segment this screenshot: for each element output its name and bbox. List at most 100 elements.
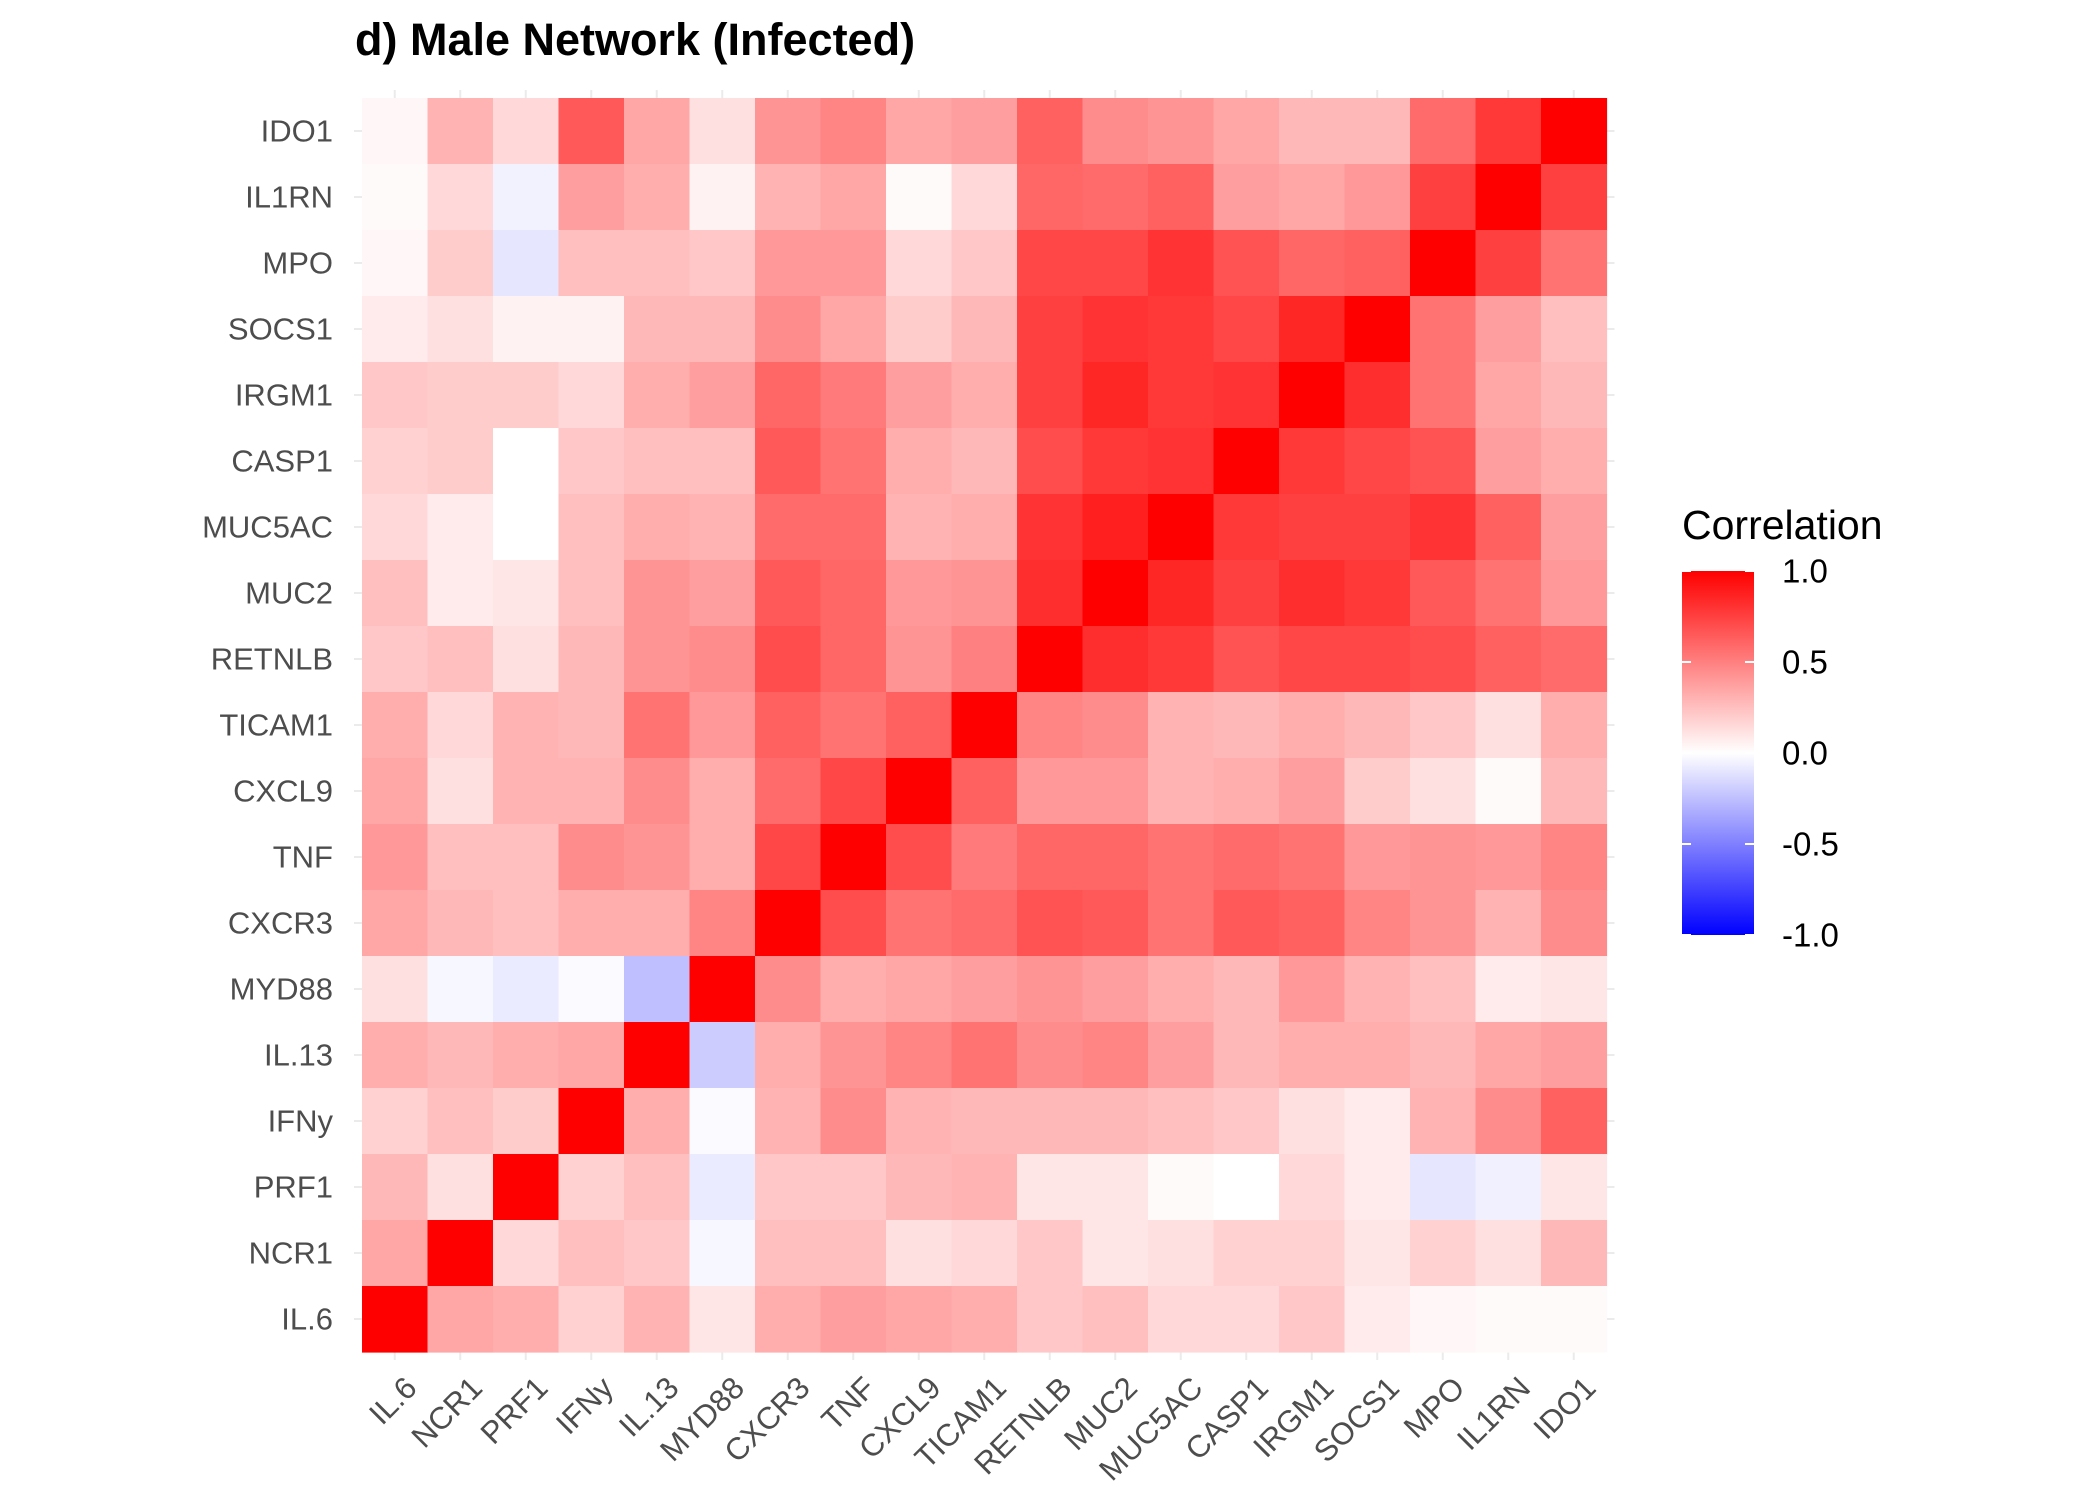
heatmap-cell [689,824,756,891]
heatmap-cell [1475,1154,1542,1221]
heatmap-cell [558,692,625,759]
heatmap-cell [886,230,953,297]
heatmap-cell [1148,164,1215,231]
heatmap-cell [951,428,1018,495]
heatmap-cell [1017,1286,1084,1353]
heatmap-cell [624,1154,691,1221]
heatmap-cell [1213,824,1280,891]
heatmap-cell [362,164,429,231]
heatmap-cell [689,692,756,759]
heatmap-cell [689,626,756,693]
heatmap-cell [1410,560,1477,627]
heatmap-cell [362,362,429,429]
heatmap-cell [1279,296,1346,363]
heatmap-cell [689,1286,756,1353]
heatmap-cell [689,230,756,297]
heatmap-cell [1148,1154,1215,1221]
heatmap-cell [951,692,1018,759]
heatmap-cell [1475,824,1542,891]
heatmap-cell [951,890,1018,957]
heatmap-cell [689,1022,756,1089]
heatmap-cell [1082,362,1149,429]
heatmap-cell [1541,692,1608,759]
heatmap-cell [1017,362,1084,429]
heatmap-cell [1017,626,1084,693]
heatmap-cell [1279,824,1346,891]
x-tick-label: NCR1 [405,1370,489,1454]
heatmap-cell [1213,1088,1280,1155]
heatmap-cell [1541,98,1608,165]
heatmap-cell [427,758,494,825]
heatmap-cell [1541,626,1608,693]
heatmap-cell [1541,428,1608,495]
heatmap-cell [1344,890,1411,957]
y-tick-label: PRF1 [254,1170,333,1205]
heatmap-cell [1148,1088,1215,1155]
heatmap-cell [624,362,691,429]
heatmap-cell [1017,824,1084,891]
heatmap-cell [1148,362,1215,429]
heatmap-cell [755,494,822,561]
heatmap-cell [1082,890,1149,957]
heatmap-cell [493,428,560,495]
chart-title: d) Male Network (Infected) [355,14,916,65]
heatmap-cell [1541,560,1608,627]
heatmap-cell [1279,1154,1346,1221]
heatmap-cell [624,230,691,297]
heatmap-cell [1541,1220,1608,1287]
heatmap-cell [493,626,560,693]
heatmap-cell [1475,296,1542,363]
heatmap-cell [624,98,691,165]
heatmap-cell [1082,956,1149,1023]
heatmap-cell [624,296,691,363]
y-tick-label: MUC5AC [202,510,333,545]
heatmap-cell [755,890,822,957]
heatmap-cell [624,758,691,825]
heatmap-cell [689,1088,756,1155]
heatmap-cell [951,362,1018,429]
heatmap-cell [886,1154,953,1221]
heatmap-cell [362,296,429,363]
heatmap-cell [820,1022,887,1089]
heatmap-cell [427,98,494,165]
heatmap-cell [820,1286,887,1353]
heatmap-cell [1279,1286,1346,1353]
heatmap-cell [493,824,560,891]
heatmap-cell [1344,560,1411,627]
heatmap-cell [362,692,429,759]
heatmap-cell [1410,626,1477,693]
heatmap-cell [1475,98,1542,165]
heatmap-cell [1213,1220,1280,1287]
heatmap-cell [820,1154,887,1221]
heatmap-cell [886,164,953,231]
heatmap-cell [1475,1220,1542,1287]
heatmap-cell [1213,428,1280,495]
heatmap-cell [886,1286,953,1353]
heatmap-cell [1344,98,1411,165]
heatmap-cell [1213,626,1280,693]
heatmap-cell [624,1286,691,1353]
heatmap-cell [1213,1154,1280,1221]
legend-tick-label: 0.0 [1782,735,1828,772]
heatmap-cell [1148,890,1215,957]
heatmap-cell [558,560,625,627]
heatmap-cell [1410,296,1477,363]
heatmap-cell [362,758,429,825]
heatmap-cell [689,362,756,429]
heatmap-cell [624,692,691,759]
heatmap-cell [820,494,887,561]
heatmap-cell [1213,230,1280,297]
heatmap-cell [1017,428,1084,495]
heatmap-cell [624,1220,691,1287]
y-tick-label: IRGM1 [235,378,333,413]
heatmap-cell [1279,428,1346,495]
y-tick-label: SOCS1 [228,312,333,347]
heatmap-cell [1410,824,1477,891]
heatmap-cell [558,98,625,165]
heatmap-cell [1213,890,1280,957]
heatmap-cell [689,560,756,627]
heatmap-cell [1279,1088,1346,1155]
heatmap-cell [1344,1154,1411,1221]
heatmap-cell [1344,1088,1411,1155]
heatmap-cell [1279,98,1346,165]
